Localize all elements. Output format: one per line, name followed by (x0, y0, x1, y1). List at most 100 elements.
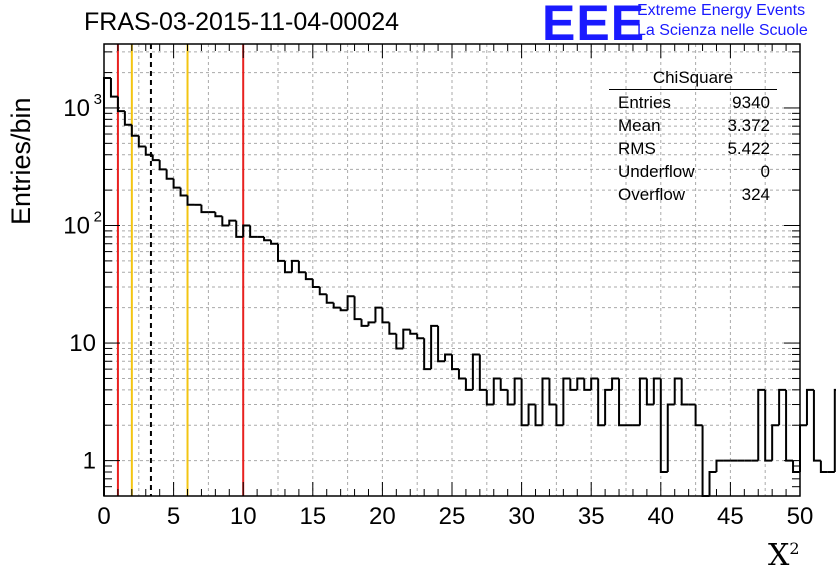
histogram-bin (597, 378, 606, 427)
histogram-bin (353, 296, 362, 321)
histogram-title: FRAS-03-2015-11-04-00024 (84, 8, 400, 36)
histogram-bin (757, 388, 766, 461)
stats-box: ChiSquare Entries 9340 Mean 3.372 RMS 5.… (609, 68, 777, 206)
stats-row-entries: Entries 9340 (609, 91, 777, 114)
histogram-bin (520, 378, 529, 427)
histogram-bin (311, 279, 320, 288)
histogram-bin (645, 378, 654, 406)
y-tick-label: 1 (83, 448, 96, 475)
histogram-bin (388, 322, 397, 335)
stats-label: Overflow (618, 184, 686, 204)
histogram-bin (290, 259, 299, 273)
histogram-bin (618, 378, 626, 427)
histogram-bin (395, 333, 404, 350)
histogram-bin (423, 338, 432, 371)
histogram-bin (694, 404, 703, 427)
histogram-bin (548, 378, 557, 406)
stats-title: ChiSquare (609, 68, 777, 90)
histogram-bin (270, 240, 278, 245)
histogram-bin (715, 459, 724, 473)
y-axis-label: Entries/bin (6, 97, 36, 225)
histogram-bin (109, 77, 118, 98)
histogram-bin (485, 389, 494, 406)
histogram-bin (812, 389, 821, 462)
histogram-bin (513, 377, 522, 405)
stats-value: 5.422 (727, 138, 770, 158)
histogram-bin (555, 404, 564, 427)
histogram-bin (137, 135, 146, 148)
histogram-bin (151, 154, 160, 162)
histogram-bin (680, 378, 689, 406)
histogram-bin (235, 220, 244, 238)
y-tick-label: 10 (63, 95, 90, 122)
histogram-bin (569, 378, 578, 391)
logo-subtitle-line1: Extreme Energy Events (637, 2, 806, 19)
x-axis-label-base: X (768, 538, 790, 573)
stats-value: 324 (741, 184, 770, 204)
histogram-bin (130, 124, 139, 137)
stats-row-mean: Mean 3.372 (609, 114, 777, 137)
histogram-bin (534, 404, 543, 427)
histogram-bin (819, 460, 828, 474)
histogram-bin (346, 295, 355, 311)
histogram-bin (457, 369, 466, 380)
histogram-bin (659, 378, 668, 474)
histogram-bin (277, 243, 285, 262)
stats-value: 3.372 (727, 115, 770, 135)
histogram-bin (611, 377, 620, 390)
x-tick-label: 15 (299, 503, 326, 530)
x-tick-label: 30 (508, 503, 535, 530)
stats-value: 0 (760, 161, 770, 181)
histogram-bin (666, 403, 675, 473)
histogram-bin (360, 319, 369, 327)
histogram-bin (471, 353, 480, 390)
stats-label: Underflow (618, 161, 695, 181)
histogram-bin (332, 302, 341, 309)
histogram-bin (478, 354, 487, 391)
histogram-bin (409, 329, 418, 335)
histogram-bin (381, 307, 390, 324)
histogram-bin (297, 260, 306, 274)
histogram-bin (799, 424, 807, 473)
x-axis-label: X2 (768, 538, 800, 573)
histogram-bin (179, 187, 188, 197)
x-tick-label: 25 (439, 503, 466, 530)
x-tick-label: 20 (369, 503, 396, 530)
histogram-bin (283, 260, 292, 274)
histogram-bin (214, 212, 223, 218)
stats-row-overflow: Overflow 324 (609, 183, 777, 206)
histogram-bin (263, 236, 272, 242)
stats-label: RMS (618, 138, 656, 158)
histogram-bin (186, 195, 195, 206)
x-axis-label-superscript: 2 (789, 539, 800, 558)
y-tick-exponent: 2 (94, 209, 102, 226)
x-tick-label: 0 (97, 503, 110, 530)
histogram-bin (833, 388, 836, 473)
histogram-bin (374, 306, 383, 323)
histogram-bin (165, 169, 174, 180)
histogram-bin (527, 403, 536, 426)
histogram-bin (576, 377, 585, 390)
histogram-bin (604, 388, 613, 426)
histogram-bin (200, 204, 209, 214)
histogram-bin (318, 286, 327, 296)
histogram-bin (123, 111, 132, 126)
histogram-bin (172, 178, 181, 189)
histogram-bin (144, 146, 153, 156)
stats-label: Mean (618, 115, 661, 135)
histogram-bin (402, 328, 411, 349)
x-tick-label: 45 (717, 503, 744, 530)
histogram-bin (221, 216, 230, 227)
histogram-bin (444, 353, 452, 362)
histogram-bin (325, 294, 334, 304)
histogram-bin (158, 160, 167, 171)
histogram-bin (304, 272, 313, 281)
stats-row-rms: RMS 5.422 (609, 137, 777, 160)
histogram-bin (638, 377, 647, 426)
eee-logo: EEE (542, 0, 646, 51)
histogram-bin (673, 377, 682, 405)
x-tick-label: 40 (647, 503, 674, 530)
histogram-bin (562, 377, 571, 426)
histogram-bin (771, 424, 780, 461)
